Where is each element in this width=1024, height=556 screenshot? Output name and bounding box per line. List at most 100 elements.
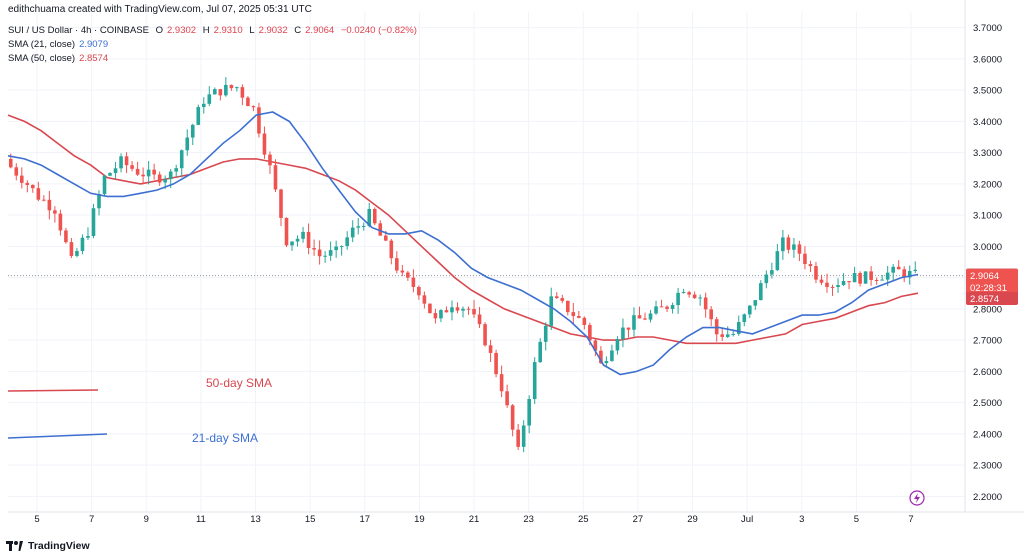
candle-body [466, 308, 471, 310]
sma21-annotation: 21-day SMA [192, 431, 258, 445]
x-tick-label: 27 [633, 514, 644, 525]
annotations: 50-day SMA 21-day SMA [7, 376, 925, 506]
candle-body [907, 270, 912, 278]
candle-body [207, 94, 212, 104]
candle-body [361, 225, 366, 227]
candle-body [841, 281, 846, 286]
candle-body [615, 339, 620, 351]
candle-body [654, 306, 658, 314]
candle-body [235, 87, 239, 89]
candle-body [588, 324, 592, 341]
candle-body [273, 165, 278, 190]
candle-body [516, 429, 520, 447]
sma21-legend[interactable]: SMA (21, close) 2.9079 [8, 39, 108, 50]
candle-body [538, 341, 543, 363]
sma21-line [7, 111, 919, 376]
candle-body [692, 294, 697, 299]
candle-body [47, 199, 52, 211]
candle-body [400, 270, 405, 273]
sma21-legend-line [7, 433, 108, 439]
candle-body [334, 246, 338, 251]
candle-body [720, 334, 725, 337]
candle-body [521, 425, 526, 447]
candle-body [25, 182, 30, 185]
candle-body [709, 309, 713, 320]
candle-body [378, 223, 383, 236]
close-value: 2.9064 [305, 25, 335, 36]
candle-body [858, 273, 862, 284]
y-tick-label: 2.3000 [973, 461, 1002, 472]
candle-body [130, 165, 134, 169]
candle-body [97, 194, 101, 209]
candle-body [781, 237, 785, 252]
candle-body [75, 250, 79, 256]
candle-body [797, 244, 802, 254]
candle-body [880, 279, 884, 281]
candle-body [450, 307, 454, 313]
sma50-label: SMA (50, close) [8, 53, 76, 64]
candle-body [913, 269, 918, 271]
sma50-legend-line [7, 389, 99, 392]
candle-body [786, 237, 791, 250]
sma50-annotation: 50-day SMA [206, 376, 272, 390]
candle-body [599, 350, 603, 364]
close-price-text: 2.9064 [970, 271, 999, 282]
lightning-bolt-icon [914, 493, 920, 503]
candle-body [257, 107, 261, 134]
candle-body [53, 210, 57, 214]
candle-body [80, 237, 85, 251]
candle-body [201, 103, 206, 108]
candle-body [36, 188, 41, 200]
y-tick-label: 2.4000 [973, 429, 1002, 440]
candle-body [102, 175, 107, 195]
candle-body [86, 236, 90, 238]
candle-body [69, 242, 74, 256]
candle-body [604, 360, 609, 364]
sma50-legend[interactable]: SMA (50, close) 2.8574 [8, 53, 108, 64]
tradingview-brand[interactable]: TradingView [6, 540, 90, 552]
candle-body [543, 325, 548, 342]
candle-body [494, 352, 498, 375]
candle-body [323, 255, 327, 257]
y-tick-label: 3.2000 [973, 179, 1002, 190]
candle-body [8, 158, 13, 168]
candle-body [185, 137, 190, 151]
candle-body [19, 175, 24, 183]
candle-body [42, 199, 46, 201]
candle-body [455, 307, 460, 311]
candle-body [135, 168, 140, 175]
candle-body [648, 313, 653, 320]
sma50-price-tag [966, 291, 1018, 305]
low-value: 2.9032 [258, 25, 288, 36]
candle-body [560, 298, 565, 301]
x-tick-label: 5 [854, 514, 859, 525]
x-tick-label: 11 [196, 514, 206, 525]
candle-body [317, 249, 322, 257]
candle-body [703, 297, 708, 310]
candle-body [488, 345, 493, 353]
close-price-tag [966, 268, 1018, 295]
candle-body [714, 319, 719, 335]
sma21-label: SMA (21, close) [8, 39, 76, 50]
brand-label: TradingView [28, 540, 90, 552]
x-tick-label: 5 [34, 514, 39, 525]
candle-body [124, 156, 129, 166]
candle-body [874, 279, 879, 281]
x-tick-label: 19 [414, 514, 425, 525]
sma21-path [7, 111, 919, 376]
candle-body [168, 171, 173, 180]
x-tick-label: 3 [799, 514, 804, 525]
candle-body [279, 189, 283, 218]
candle-body [814, 266, 818, 280]
candle-body [577, 315, 581, 318]
candle-body [747, 305, 752, 315]
candle-body [229, 84, 234, 89]
candle-body [725, 334, 730, 337]
candle-body [621, 327, 625, 340]
candle-body [896, 266, 901, 270]
candles [8, 77, 918, 453]
y-tick-label: 2.2000 [973, 492, 1002, 503]
candle-body [444, 310, 449, 313]
candle-body [268, 154, 272, 166]
